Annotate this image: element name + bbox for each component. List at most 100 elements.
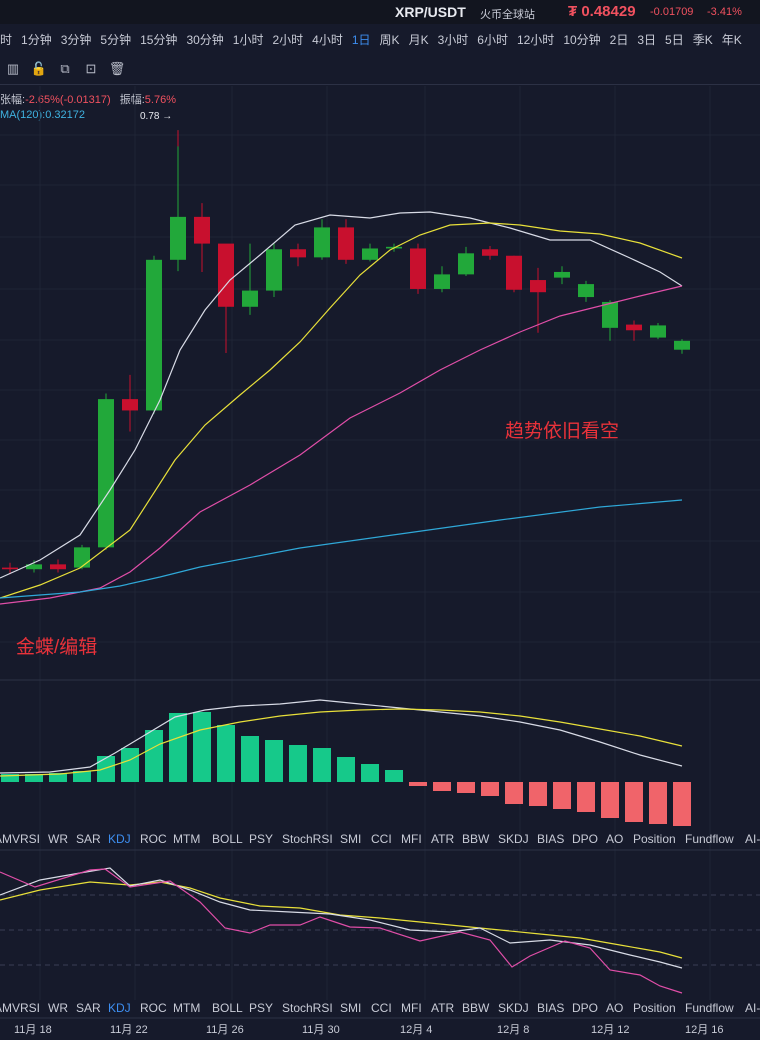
timeframe-tab[interactable]: 分时	[0, 32, 13, 47]
indicator-tab[interactable]: MTM	[173, 1001, 201, 1015]
date-tick: 12月 12	[591, 1024, 630, 1036]
indicator-tab[interactable]: SAR	[76, 1001, 101, 1015]
timeframe-tab[interactable]: 3分钟	[60, 32, 92, 47]
indicator-tab[interactable]: SMI	[340, 832, 362, 846]
indicator-tab[interactable]: RSI	[20, 832, 41, 846]
indicator-tab[interactable]: BOLL	[212, 832, 243, 846]
indicator-tab[interactable]: PSY	[249, 832, 274, 846]
candle-body	[602, 301, 618, 328]
indicator-tab[interactable]: MFI	[401, 832, 422, 846]
indicator-tab[interactable]: AI-	[745, 1001, 760, 1015]
indicator-tab[interactable]: BIAS	[537, 1001, 565, 1015]
macd-bar	[193, 712, 211, 782]
copy-icon[interactable]: ⧉	[60, 61, 70, 76]
candle-body	[194, 216, 210, 244]
macd-bar	[1, 774, 19, 782]
timeframe-tab[interactable]: 月K	[408, 32, 429, 47]
ma-line-white	[0, 211, 683, 579]
pair-title[interactable]: XRP/USDT	[395, 4, 466, 20]
indicator-tab[interactable]: ROC	[140, 832, 167, 846]
drawing-toolbar: ▥ 🔓 ⧉ ⊡ 🗑	[0, 56, 200, 82]
indicator-tab[interactable]: AMV	[0, 1001, 21, 1015]
indicator-tab[interactable]: BIAS	[537, 832, 565, 846]
indicator-tab[interactable]: WR	[48, 1001, 68, 1015]
macd-bar	[505, 782, 523, 804]
timeframe-tab[interactable]: 周K	[379, 32, 400, 47]
indicator-tab[interactable]: StochRSI	[282, 1001, 333, 1015]
candle-body	[530, 280, 546, 293]
bars-icon[interactable]: ▥	[6, 61, 20, 76]
indicator-tab[interactable]: StochRSI	[282, 832, 333, 846]
macd-bar	[121, 748, 139, 782]
indicator-tab[interactable]: ROC	[140, 1001, 167, 1015]
ma-line-yellow	[0, 222, 683, 599]
macd-bar	[433, 782, 451, 791]
macd-bar	[241, 736, 259, 782]
indicator-tab[interactable]: Position	[633, 832, 676, 846]
date-tick: 12月 4	[400, 1024, 433, 1036]
timeframe-tab[interactable]: 10分钟	[563, 32, 601, 47]
indicator-tab[interactable]: SKDJ	[498, 832, 529, 846]
indicator-tab[interactable]: SMI	[340, 1001, 362, 1015]
timeframe-tab[interactable]: 2日	[609, 32, 629, 47]
indicator-tab[interactable]: PSY	[249, 1001, 274, 1015]
timeframe-tab[interactable]: 3日	[637, 32, 657, 47]
timeframe-tab[interactable]: 3小时	[437, 32, 469, 47]
lock-icon[interactable]: 🔓	[30, 61, 48, 76]
timeframe-tab[interactable]: 6小时	[477, 32, 508, 47]
candle-body	[554, 271, 570, 278]
candle-body	[2, 567, 18, 570]
indicator-tab[interactable]: AO	[606, 832, 624, 846]
indicator-tab[interactable]: Position	[633, 1001, 676, 1015]
candle-body	[218, 243, 234, 307]
timeframe-tab[interactable]: 1分钟	[21, 32, 52, 47]
indicator-tab[interactable]: AI-	[745, 832, 760, 846]
indicator-tab[interactable]: CCI	[371, 832, 392, 846]
indicator-tab[interactable]: Fundflow	[685, 1001, 734, 1015]
kdj-j	[0, 868, 683, 994]
macd-bar	[145, 730, 163, 782]
timeframe-tab[interactable]: 30分钟	[186, 32, 224, 47]
candle-body	[578, 284, 594, 298]
candle-body	[482, 249, 498, 256]
indicator-tab[interactable]: AMV	[0, 832, 21, 846]
indicator-tab[interactable]: CCI	[371, 1001, 392, 1015]
indicator-tab[interactable]: RSI	[20, 1001, 41, 1015]
indicator-tab[interactable]: BBW	[462, 1001, 490, 1015]
timeframe-tab[interactable]: 12小时	[516, 32, 555, 47]
screenshot-icon[interactable]: ⊡	[85, 61, 97, 76]
candle-body	[650, 325, 666, 338]
indicator-tab[interactable]: ATR	[431, 1001, 455, 1015]
indicator-tab[interactable]: SAR	[76, 832, 101, 846]
macd-bar	[625, 782, 643, 822]
indicator-tab[interactable]: AO	[606, 1001, 624, 1015]
indicator-tab[interactable]: DPO	[572, 832, 599, 846]
indicator-tab[interactable]: DPO	[572, 1001, 599, 1015]
timeframe-tab[interactable]: 5分钟	[100, 32, 132, 47]
indicator-tab[interactable]: MTM	[173, 832, 201, 846]
trash-icon[interactable]: 🗑	[108, 61, 126, 76]
ma120-readout: MA(120):0.32172	[0, 109, 85, 121]
candle-body	[122, 399, 138, 411]
indicator-tab[interactable]: KDJ	[108, 832, 131, 846]
macd-bar	[385, 770, 403, 782]
timeframe-tab[interactable]: 2小时	[272, 32, 304, 47]
ma-line-pink	[0, 285, 683, 605]
indicator-tab[interactable]: Fundflow	[685, 832, 734, 846]
indicator-tab[interactable]: MFI	[401, 1001, 422, 1015]
timeframe-tab[interactable]: 1日	[351, 32, 371, 47]
timeframe-tab[interactable]: 4小时	[312, 32, 343, 47]
timeframe-tab[interactable]: 15分钟	[140, 32, 178, 47]
indicator-tab[interactable]: ATR	[431, 832, 455, 846]
date-tick: 12月 16	[685, 1024, 724, 1036]
timeframe-tab[interactable]: 季K	[692, 32, 713, 47]
indicator-tab[interactable]: SKDJ	[498, 1001, 529, 1015]
timeframe-tab[interactable]: 5日	[665, 32, 684, 47]
timeframe-tab[interactable]: 年K	[721, 32, 742, 47]
indicator-tab[interactable]: KDJ	[108, 1001, 131, 1015]
timeframe-tab[interactable]: 1小时	[232, 32, 264, 47]
indicator-tab[interactable]: BBW	[462, 832, 490, 846]
indicator-tab[interactable]: WR	[48, 832, 68, 846]
indicator-tab[interactable]: BOLL	[212, 1001, 243, 1015]
